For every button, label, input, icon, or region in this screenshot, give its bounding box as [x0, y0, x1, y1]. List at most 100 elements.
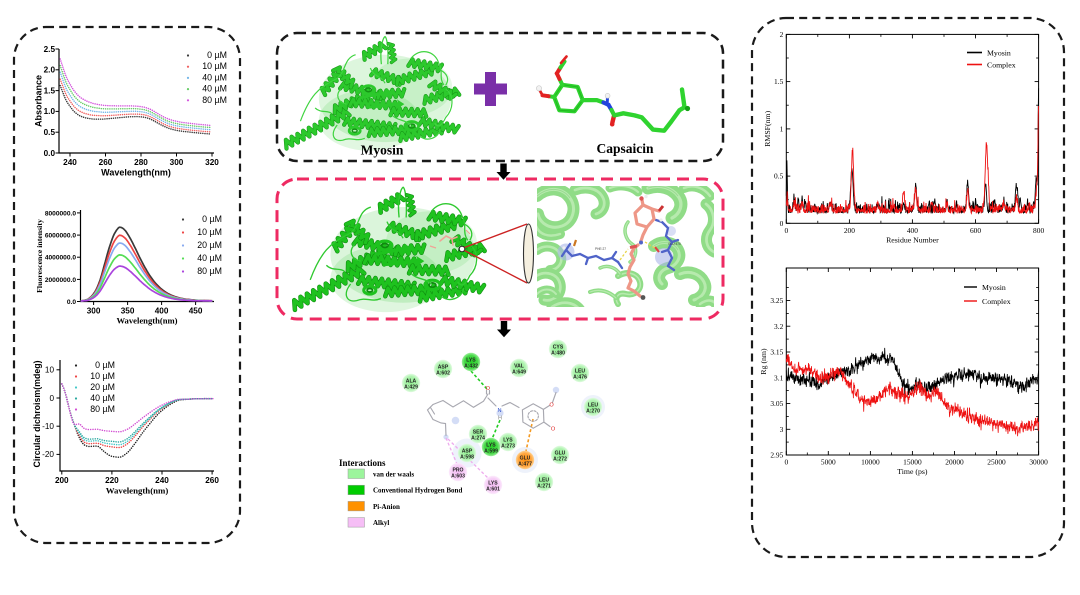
- svg-text:0: 0: [784, 226, 788, 235]
- svg-text:40: 40: [202, 72, 212, 82]
- svg-text:LEU: LEU: [588, 403, 599, 409]
- svg-text:260: 260: [205, 476, 219, 485]
- svg-text:µM: µM: [215, 50, 227, 60]
- svg-text:240: 240: [155, 476, 169, 485]
- svg-text:400: 400: [907, 226, 918, 235]
- svg-text:20000: 20000: [945, 458, 964, 467]
- svg-text:0.5: 0.5: [44, 128, 56, 137]
- svg-text:80: 80: [90, 404, 100, 414]
- svg-text:O: O: [549, 403, 554, 409]
- svg-text:3.2: 3.2: [774, 322, 784, 331]
- svg-text:40: 40: [202, 84, 212, 94]
- svg-text:10: 10: [90, 371, 100, 381]
- svg-text:H: H: [498, 416, 502, 422]
- svg-text:Circular dichroism(mdeg): Circular dichroism(mdeg): [32, 360, 42, 467]
- svg-text:280: 280: [134, 158, 148, 167]
- svg-text:20: 20: [197, 240, 207, 250]
- svg-text:0: 0: [207, 50, 212, 60]
- svg-text:3.15: 3.15: [770, 348, 783, 357]
- svg-text:PHE:27: PHE:27: [595, 247, 606, 251]
- svg-text:LYS: LYS: [486, 443, 496, 449]
- svg-text:LYS: LYS: [466, 358, 476, 364]
- svg-text:260: 260: [99, 158, 113, 167]
- svg-text:400: 400: [155, 307, 169, 316]
- svg-text:Conventional Hydrogen Bond: Conventional Hydrogen Bond: [373, 487, 462, 495]
- svg-text:40: 40: [90, 393, 100, 403]
- svg-text:30000: 30000: [1029, 458, 1048, 467]
- svg-text:µM: µM: [215, 84, 227, 94]
- svg-text:1.0: 1.0: [44, 107, 56, 116]
- svg-text:0: 0: [49, 394, 54, 403]
- svg-text:Wavelength(nm): Wavelength(nm): [106, 486, 169, 496]
- svg-text:µM: µM: [103, 404, 115, 414]
- svg-text:10: 10: [45, 366, 55, 375]
- svg-text:0: 0: [202, 214, 207, 224]
- svg-text:A:272: A:272: [553, 457, 567, 463]
- svg-text:Myosin: Myosin: [987, 49, 1011, 58]
- svg-text:A:432: A:432: [464, 364, 478, 370]
- svg-text:µM: µM: [103, 393, 115, 403]
- svg-text:A:599: A:599: [484, 449, 498, 455]
- svg-text:SER: SER: [473, 430, 484, 436]
- svg-text:2.5: 2.5: [44, 45, 56, 54]
- svg-text:LEU: LEU: [575, 369, 586, 375]
- svg-text:µM: µM: [210, 214, 222, 224]
- svg-text:µM: µM: [210, 253, 222, 263]
- svg-text:Complex: Complex: [987, 61, 1016, 70]
- svg-text:van der waals: van der waals: [373, 471, 414, 479]
- svg-text:0: 0: [780, 219, 784, 228]
- svg-text:6000000.0: 6000000.0: [45, 233, 77, 240]
- svg-text:200: 200: [844, 226, 855, 235]
- svg-text:A:602: A:602: [436, 371, 450, 377]
- svg-text:LYS: LYS: [488, 481, 498, 487]
- svg-text:GLU: GLU: [520, 456, 531, 462]
- svg-text:1: 1: [780, 124, 784, 133]
- svg-text:0.0: 0.0: [67, 299, 76, 306]
- svg-text:A:271: A:271: [537, 484, 551, 490]
- svg-text:ALA: ALA: [406, 379, 417, 385]
- svg-text:2.95: 2.95: [770, 451, 783, 460]
- svg-text:80: 80: [202, 95, 212, 105]
- svg-text:LYS: LYS: [503, 438, 513, 444]
- svg-text:Interactions: Interactions: [339, 458, 386, 468]
- svg-text:-20: -20: [42, 450, 54, 459]
- svg-text:GLU:476: GLU:476: [668, 242, 681, 246]
- svg-text:A:598: A:598: [460, 455, 474, 461]
- svg-text:80: 80: [197, 266, 207, 276]
- svg-text:µM: µM: [103, 371, 115, 381]
- svg-text:25000: 25000: [987, 458, 1006, 467]
- svg-text:1.5: 1.5: [44, 86, 56, 95]
- svg-text:A:270: A:270: [586, 409, 600, 415]
- svg-text:10: 10: [197, 227, 207, 237]
- svg-text:A:601: A:601: [486, 487, 500, 493]
- svg-text:A:476: A:476: [573, 375, 587, 381]
- svg-text:0: 0: [784, 458, 788, 467]
- svg-text:A:603: A:603: [451, 474, 465, 480]
- svg-text:10: 10: [202, 61, 212, 71]
- svg-text:450: 450: [189, 307, 203, 316]
- svg-text:3.25: 3.25: [770, 296, 783, 305]
- svg-text:A:274: A:274: [471, 436, 485, 442]
- svg-text:µM: µM: [103, 382, 115, 392]
- svg-text:Myosin: Myosin: [361, 143, 404, 158]
- svg-text:A:429: A:429: [404, 385, 418, 391]
- svg-text:LEU: LEU: [539, 478, 550, 484]
- svg-text:N: N: [497, 408, 501, 414]
- svg-text:3.1: 3.1: [774, 373, 784, 382]
- svg-text:200: 200: [55, 476, 69, 485]
- svg-text:4000000.0: 4000000.0: [45, 255, 77, 262]
- svg-text:Rg (nm): Rg (nm): [759, 348, 768, 375]
- svg-text:µM: µM: [103, 360, 115, 370]
- svg-text:600: 600: [970, 226, 981, 235]
- svg-text:2000000.0: 2000000.0: [45, 277, 77, 284]
- svg-text:Capsaicin: Capsaicin: [596, 141, 654, 156]
- svg-text:Wavelength(nm): Wavelength(nm): [116, 316, 177, 326]
- svg-text:A:649: A:649: [512, 370, 526, 376]
- svg-text:Alkyl: Alkyl: [373, 519, 389, 527]
- svg-text:300: 300: [170, 158, 184, 167]
- svg-text:A:480: A:480: [551, 351, 565, 357]
- svg-text:2.0: 2.0: [44, 66, 56, 75]
- svg-text:µM: µM: [215, 95, 227, 105]
- svg-text:240: 240: [63, 158, 77, 167]
- svg-text:Fluorescence intensity: Fluorescence intensity: [35, 219, 44, 293]
